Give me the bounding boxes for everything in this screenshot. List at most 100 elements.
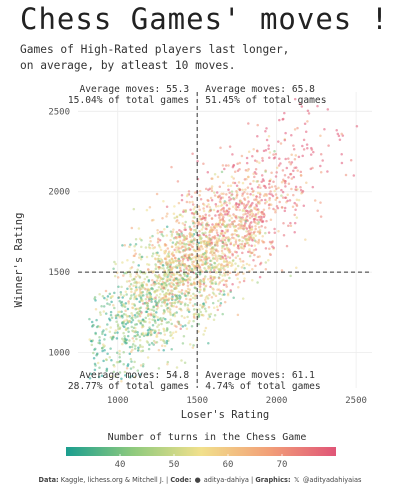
data-point [228, 207, 231, 211]
data-point [135, 297, 138, 301]
data-point [237, 286, 240, 289]
data-point [207, 188, 210, 192]
data-point [221, 256, 225, 260]
data-point [137, 227, 141, 230]
data-point [125, 293, 128, 296]
data-point [239, 260, 243, 263]
subtitle-line-1: Games of High-Rated players last longer, [20, 43, 290, 56]
data-point [105, 328, 108, 331]
data-point [155, 192, 159, 196]
data-point [278, 200, 281, 204]
data-point [244, 188, 247, 191]
data-point [248, 224, 251, 227]
data-point [208, 293, 211, 297]
data-point [230, 193, 233, 197]
data-point [293, 213, 296, 217]
data-point [227, 164, 230, 167]
data-point [296, 126, 299, 130]
data-point [319, 201, 322, 204]
data-point [153, 331, 156, 334]
data-point [165, 234, 169, 237]
data-point [219, 266, 223, 270]
data-point [248, 263, 251, 267]
data-point [121, 244, 124, 247]
data-point [259, 262, 262, 266]
data-point [179, 327, 182, 330]
data-point [216, 244, 219, 247]
data-point [221, 164, 225, 167]
data-point [203, 307, 207, 311]
data-point [123, 305, 127, 309]
data-point [209, 268, 213, 271]
data-point [157, 348, 161, 352]
data-point [120, 314, 123, 318]
data-point [169, 284, 172, 287]
data-point [183, 361, 187, 365]
data-point [214, 205, 218, 208]
data-point [218, 304, 222, 307]
data-point [230, 175, 234, 179]
data-point [148, 246, 152, 250]
data-point [233, 170, 237, 174]
data-point [171, 304, 174, 308]
data-point [204, 218, 207, 222]
data-point [167, 252, 170, 256]
data-point [159, 257, 163, 261]
data-point [233, 229, 237, 232]
data-point [338, 138, 342, 142]
data-point [282, 234, 286, 237]
data-point [188, 288, 191, 292]
data-point [155, 333, 159, 336]
data-point [180, 314, 184, 318]
data-point [145, 293, 149, 296]
data-points [88, 97, 359, 383]
data-point [284, 180, 287, 183]
data-point [188, 298, 192, 301]
data-point [228, 261, 231, 265]
data-point [160, 230, 164, 234]
data-point [130, 360, 133, 363]
data-point [216, 233, 220, 237]
data-point [197, 312, 201, 316]
data-point [224, 241, 227, 244]
data-point [231, 263, 234, 267]
data-point [173, 216, 176, 220]
data-point [192, 308, 196, 311]
data-point [257, 225, 261, 229]
data-point [293, 128, 297, 131]
data-point [295, 266, 298, 269]
data-point [290, 161, 294, 164]
data-point [321, 159, 324, 162]
data-point [116, 276, 120, 279]
data-point [216, 288, 219, 291]
data-point [183, 274, 187, 277]
data-point [248, 254, 252, 258]
data-point [311, 185, 315, 189]
data-point [185, 256, 189, 260]
data-point [142, 363, 145, 366]
data-point [228, 145, 232, 148]
data-point [180, 256, 183, 259]
data-point [163, 341, 166, 345]
chart-title: Chess Games' moves ! [20, 2, 390, 36]
data-point [207, 243, 211, 247]
data-point [268, 197, 271, 200]
data-point [121, 337, 124, 340]
data-point [253, 218, 256, 221]
data-point [302, 204, 306, 208]
data-point [198, 208, 201, 211]
data-point [210, 296, 214, 299]
data-point [223, 274, 227, 277]
data-point [310, 148, 314, 151]
data-point [248, 248, 251, 251]
data-point [187, 190, 191, 193]
data-point [183, 316, 186, 319]
data-point [176, 248, 179, 252]
data-point [228, 201, 231, 205]
data-point [116, 325, 120, 328]
data-point [344, 173, 348, 177]
data-point [179, 323, 182, 327]
data-point [236, 169, 240, 173]
data-point [185, 297, 188, 301]
data-point [198, 269, 201, 273]
